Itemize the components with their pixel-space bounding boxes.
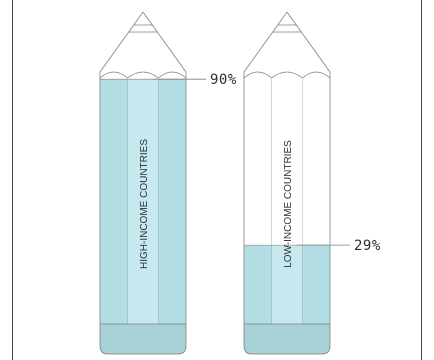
pencil-arch-left-2: [243, 71, 272, 79]
bar-facet-1: [127, 79, 159, 324]
pencil-fill-1: [100, 79, 186, 354]
pencil-outline-2: [243, 11, 331, 355]
category-label-2: LOW-INCOME COUNTRIES: [283, 140, 294, 268]
frame-right-border: [421, 0, 422, 360]
pencil-2: 29% LOW-INCOME COUNTRIES: [243, 11, 381, 355]
pencil-arch-mid-1: [127, 71, 159, 79]
pencil-eraser-2: [244, 324, 330, 354]
pencil-outline-1: [99, 11, 187, 355]
pencil-fill-2: [244, 245, 330, 354]
value-label-2: 29%: [354, 238, 381, 254]
pencil-eraser-1: [100, 324, 186, 354]
pencil-arch-mid-2: [271, 71, 303, 79]
pencil-arch-right-1: [158, 71, 187, 79]
bar-facet-2: [271, 245, 303, 324]
pencil-1: 90% HIGH-INCOME COUNTRIES: [99, 11, 237, 355]
value-label-1: 90%: [210, 72, 237, 88]
pencil-arch-left-1: [99, 71, 128, 79]
frame-left-border: [12, 0, 13, 360]
pencil-arch-right-2: [302, 71, 331, 79]
category-label-1: HIGH-INCOME COUNTRIES: [139, 139, 150, 269]
